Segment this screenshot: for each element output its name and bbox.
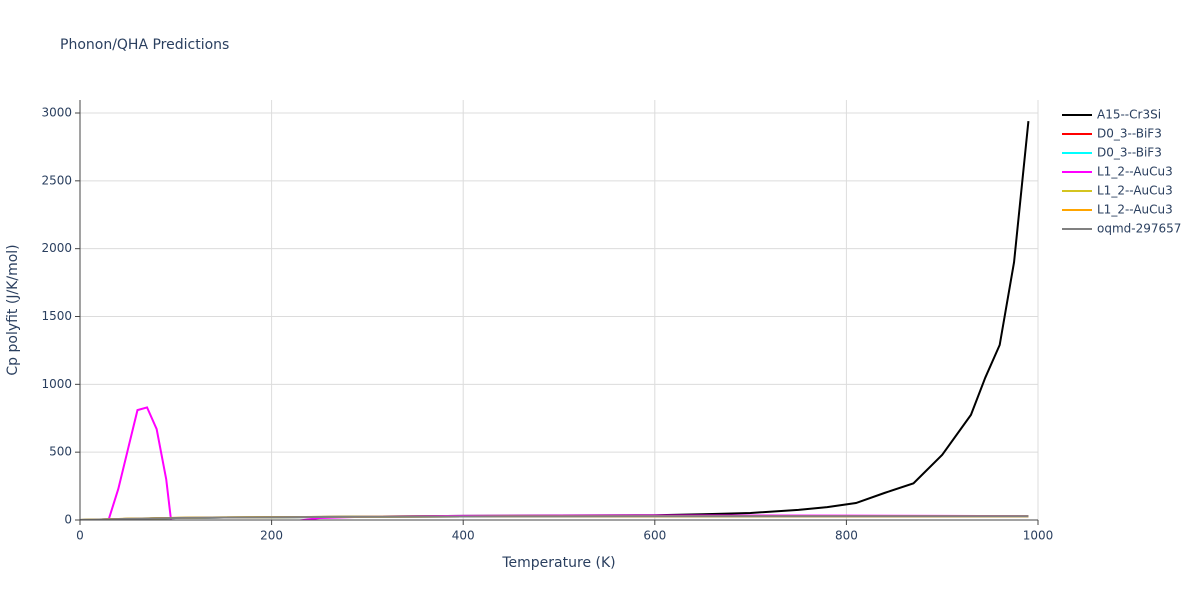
series-line [80, 515, 1029, 520]
legend-label: oqmd-297657 [1097, 222, 1181, 236]
plot-area [80, 121, 1030, 520]
chart-title: Phonon/QHA Predictions [60, 37, 229, 53]
legend-label: L1_2--AuCu3 [1097, 165, 1173, 179]
x-tick-label: 600 [643, 529, 666, 543]
x-axis-label: Temperature (K) [501, 555, 615, 571]
x-tick-label: 1000 [1023, 529, 1054, 543]
y-tick-label: 500 [49, 445, 72, 459]
legend-label: D0_3--BiF3 [1097, 127, 1162, 141]
y-tick-label: 3000 [41, 106, 72, 120]
legend: A15--Cr3Si D0_3--BiF3 D0_3--BiF3 L1_2--AuCu… [1062, 108, 1181, 236]
x-tick-label: 400 [452, 529, 475, 543]
y-tick-label: 2000 [41, 241, 72, 255]
y-tick-label: 0 [64, 513, 72, 527]
y-tick-label: 2500 [41, 173, 72, 187]
grid [79, 100, 1039, 521]
y-tick-label: 1500 [41, 309, 72, 323]
legend-label: L1_2--AuCu3 [1097, 203, 1173, 217]
legend-label: L1_2--AuCu3 [1097, 184, 1173, 198]
x-tick-label: 200 [260, 529, 283, 543]
x-tick-label: 0 [76, 529, 84, 543]
axes: 0 200 400 600 800 1000 0 500 1000 1500 2000 2500 300… [41, 100, 1053, 543]
legend-label: D0_3--BiF3 [1097, 146, 1162, 160]
y-axis-label: Cp polyfit (J/K/mol) [5, 244, 21, 375]
y-tick-label: 1000 [41, 377, 72, 391]
legend-label: A15--Cr3Si [1097, 108, 1161, 122]
x-tick-label: 800 [835, 529, 858, 543]
